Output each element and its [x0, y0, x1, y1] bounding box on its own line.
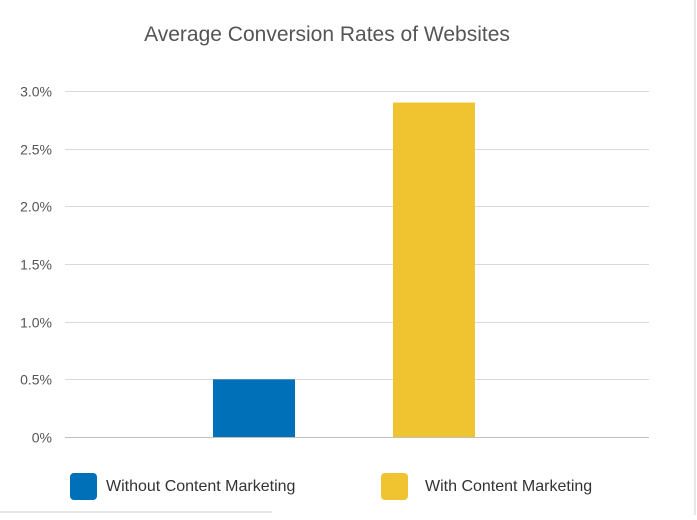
panel-right-border	[694, 0, 696, 515]
scroll-indicator	[0, 511, 272, 513]
grid-lines	[65, 91, 649, 438]
y-tick-label: 1.0%	[20, 315, 52, 331]
y-axis-tick-labels: 0% 0.5% 1.0% 1.5% 2.0% 2.5% 3.0%	[20, 84, 52, 446]
legend: Without Content Marketing With Content Ma…	[70, 473, 592, 500]
y-tick-label: 3.0%	[20, 84, 52, 100]
bar-without-content-marketing	[213, 379, 295, 437]
chart-title: Average Conversion Rates of Websites	[144, 23, 510, 46]
y-tick-label: 1.5%	[20, 257, 52, 273]
legend-swatch	[70, 473, 97, 500]
y-tick-label: 2.0%	[20, 199, 52, 215]
legend-swatch	[381, 473, 408, 500]
y-tick-label: 0%	[32, 430, 52, 446]
legend-label: Without Content Marketing	[106, 478, 295, 495]
y-tick-label: 0.5%	[20, 372, 52, 388]
bars	[213, 102, 475, 438]
y-tick-label: 2.5%	[20, 142, 52, 158]
legend-label: With Content Marketing	[425, 478, 592, 495]
bar-with-content-marketing	[393, 102, 475, 438]
